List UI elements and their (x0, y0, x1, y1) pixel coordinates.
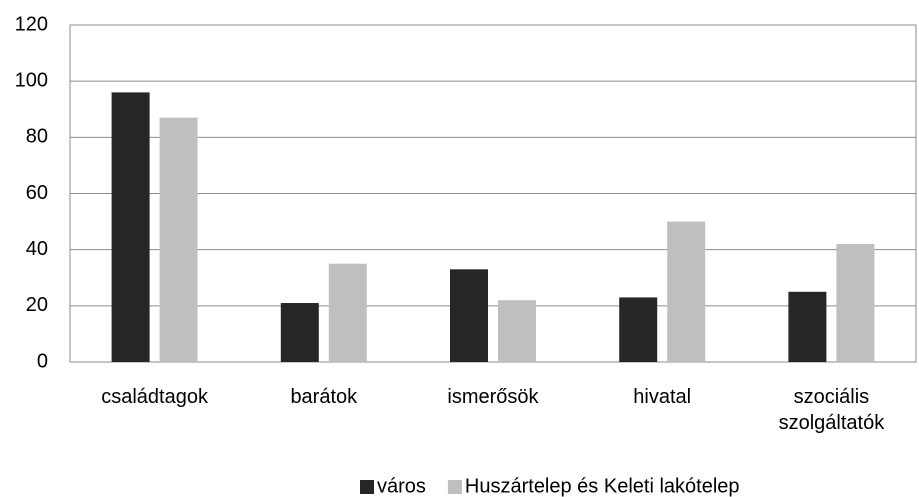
bar (498, 300, 536, 362)
x-tick-label: ismerősök (447, 386, 539, 408)
y-tick-label: 20 (26, 294, 48, 316)
bar (111, 92, 150, 363)
x-tick-label: barátok (290, 386, 358, 408)
bar (159, 117, 198, 362)
bar (836, 244, 875, 362)
y-tick-label: 0 (37, 350, 48, 372)
legend-label: város (377, 475, 426, 497)
bar (280, 303, 319, 362)
y-tick-label: 100 (15, 69, 48, 91)
legend-label: Huszártelep és Keleti lakótelep (465, 475, 740, 497)
x-tick-label: családtagok (101, 386, 208, 408)
bar (667, 221, 706, 362)
y-tick-label: 120 (15, 13, 48, 35)
bar (619, 297, 658, 362)
x-tick-label: szociális szolgáltatók (778, 386, 885, 434)
x-tick-label: hivatal (633, 386, 692, 408)
legend-swatch (447, 480, 462, 494)
y-tick-label: 60 (26, 182, 48, 204)
bar (788, 291, 827, 362)
plot-border (69, 24, 917, 363)
y-tick-label: 40 (26, 238, 48, 260)
bar (450, 269, 488, 362)
legend-swatch (360, 480, 374, 494)
bar (328, 263, 367, 362)
y-tick-label: 80 (26, 126, 48, 148)
